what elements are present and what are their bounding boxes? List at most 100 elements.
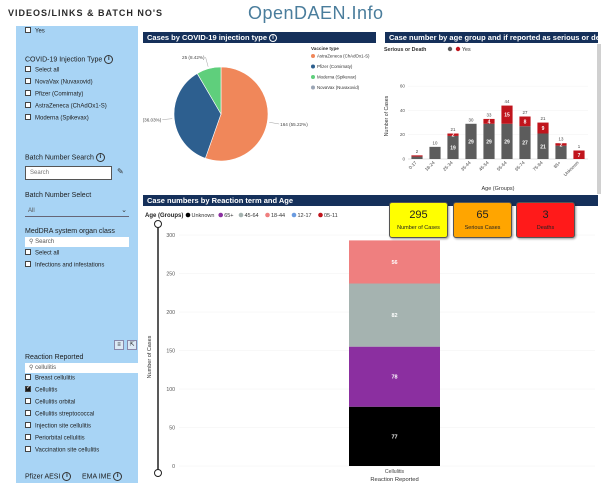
reaction-y-tick-label: 250	[166, 272, 175, 278]
expand-icon[interactable]: ⇱	[127, 340, 137, 350]
age-bar-value-label: 29	[468, 139, 474, 145]
reaction-y-tick-label: 150	[166, 349, 175, 355]
reaction-bar-segment-1	[349, 346, 440, 407]
age-bar-segment-other	[519, 126, 531, 159]
reaction-y-tick-label: 300	[166, 233, 175, 239]
age-bar-value-label: 7	[578, 153, 581, 159]
checkbox[interactable]	[25, 90, 31, 96]
eraser-icon[interactable]: ✎	[117, 167, 124, 176]
info-icon[interactable]: i	[269, 34, 278, 43]
reaction-y-tick-label: 0	[172, 464, 175, 470]
checkbox[interactable]	[25, 78, 31, 84]
checkbox-checked[interactable]	[25, 384, 31, 392]
pie-chart: 164 (55.22%) 107 (36.03%) 25 (8.42%) Vaccin…	[143, 46, 370, 162]
pie-legend-marker-3	[311, 85, 315, 90]
reaction-legend-label-1: 65+	[224, 213, 233, 219]
age-chart-scrollbar[interactable]	[597, 44, 601, 194]
age-y-tick-label: 40	[400, 108, 406, 113]
age-bar-segment-other	[555, 145, 567, 159]
reaction-bar-value-label: 77	[391, 434, 397, 440]
age-x-tick-label: Unknown	[563, 160, 580, 177]
meddra-option[interactable]: Select all	[25, 249, 59, 257]
top-bar: VIDEOS/LINKS & BATCH NO'S OpenDAEN.Info	[0, 0, 602, 26]
age-bar-total-label: 30	[469, 117, 474, 122]
filter-sidebar: Yes COVID-19 Injection Type i Select all …	[16, 26, 138, 483]
reaction-legend-label-3: 18-44	[271, 213, 285, 219]
checkbox[interactable]	[25, 66, 31, 72]
age-bar-segment-yes	[483, 118, 495, 124]
age-y-axis-label: Number of Cases	[384, 95, 390, 136]
age-bar-segment-other	[465, 123, 477, 159]
reaction-y-tick-label: 50	[169, 426, 175, 432]
checkbox[interactable]	[25, 422, 31, 428]
reaction-x-tick-label: Cellulitis	[385, 469, 405, 475]
age-bar-value-label: 15	[504, 113, 510, 119]
batch-search-input[interactable]: Search	[25, 166, 112, 180]
age-bar-total-label: 2	[416, 149, 419, 154]
injection-option[interactable]: AstraZeneca (ChAdOx1-S)	[25, 102, 107, 110]
checkbox[interactable]	[25, 114, 31, 120]
info-icon[interactable]: i	[104, 55, 114, 64]
site-brand[interactable]: OpenDAEN.Info	[248, 3, 384, 23]
meddra-search-input[interactable]: ⚲ Search	[25, 237, 129, 247]
checkbox[interactable]	[25, 374, 31, 380]
info-icon[interactable]: i	[113, 472, 123, 481]
reaction-option[interactable]: Breast cellulitis	[25, 374, 75, 382]
reaction-y-tick-label: 200	[166, 310, 175, 316]
reaction-legend-marker-5	[318, 212, 323, 218]
age-x-tick-label: 55-64	[496, 160, 508, 172]
age-bar-value-label: 8	[524, 119, 527, 125]
checkbox[interactable]	[25, 434, 31, 440]
checkbox[interactable]	[25, 249, 31, 255]
info-icon[interactable]: i	[95, 153, 105, 162]
age-y-tick-label: 20	[400, 132, 406, 137]
reaction-legend-title: Age (Groups)	[145, 213, 183, 219]
reaction-legend-label-0: Unknown	[192, 213, 215, 219]
injection-option[interactable]: Pfizer (Comirnaty)	[25, 90, 83, 98]
batch-select-dropdown[interactable]: All ⌄	[25, 205, 129, 217]
info-icon[interactable]: i	[62, 472, 72, 481]
pie-leader-line-0	[269, 122, 280, 125]
sidebar-partial-item[interactable]: Yes	[25, 27, 45, 35]
pie-leader-line-1	[162, 118, 173, 120]
age-bar-value-label: 21	[540, 144, 546, 150]
reaction-option[interactable]: Injection site cellulitis	[25, 422, 91, 430]
injection-option[interactable]: Moderna (Spikevax)	[25, 114, 89, 122]
age-bar-total-label: 1	[578, 144, 581, 149]
injection-option[interactable]: NovaVax (Nuvaxovid)	[25, 78, 93, 86]
reaction-search-input[interactable]: ⚲ cellulitis	[25, 363, 138, 373]
checkbox[interactable]	[25, 27, 31, 33]
filter-icon[interactable]: ≡	[114, 340, 124, 350]
checkbox[interactable]	[25, 102, 31, 108]
age-bar-value-label: 29	[486, 139, 492, 145]
age-bar-segment-other	[429, 146, 441, 159]
age-legend-title: Serious or Death	[384, 47, 426, 53]
checkbox[interactable]	[25, 446, 31, 452]
reaction-option[interactable]: Cellulitis streptococcal	[25, 410, 94, 418]
age-bar-total-label: 44	[505, 99, 510, 104]
reaction-option[interactable]: Cellulitis orbital	[25, 398, 75, 406]
reaction-bar-segment-3	[349, 240, 440, 284]
search-icon: ⚲	[29, 239, 34, 245]
checkbox[interactable]	[25, 261, 31, 267]
chevron-down-icon: ⌄	[121, 207, 127, 214]
age-x-tick-label: 35-44	[460, 160, 472, 172]
checkbox[interactable]	[25, 410, 31, 416]
pfizer-aesi-label: Pfizer AESI i	[25, 472, 72, 481]
reaction-option[interactable]: Cellulitis	[25, 384, 57, 394]
reaction-option[interactable]: Periorbital cellulitis	[25, 434, 85, 442]
checkbox[interactable]	[25, 398, 31, 404]
reaction-option[interactable]: Vaccination site cellulitis	[25, 446, 99, 454]
age-bar-value-label: 4	[488, 119, 491, 125]
age-x-tick-label: 45-54	[478, 160, 490, 172]
reaction-panel-header: Case numbers by Reaction term and Age	[143, 195, 598, 206]
pie-slice-label-2: 25 (8.42%)	[182, 55, 205, 60]
age-legend-label-yes: Yes	[462, 47, 471, 53]
injection-option[interactable]: Select all	[25, 66, 59, 74]
injection-type-label: COVID-19 Injection Type i	[25, 55, 114, 64]
pie-slice-1	[173, 73, 222, 159]
videos-links-nav-link[interactable]: VIDEOS/LINKS & BATCH NO'S	[8, 8, 163, 18]
meddra-option[interactable]: Infections and infestations	[25, 261, 104, 269]
pie-legend-title: Vaccine type	[311, 46, 339, 51]
pie-legend-label-0: AstraZeneca (ChAdOx1-S)	[317, 54, 370, 59]
